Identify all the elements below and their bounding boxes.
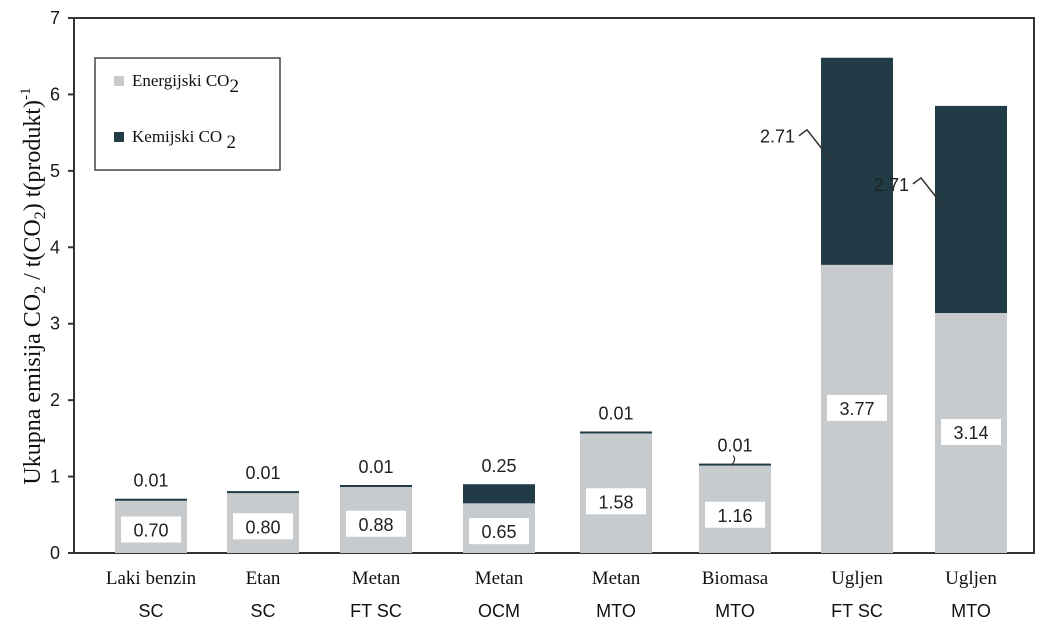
energy-value-label: 0.65 — [481, 522, 516, 542]
x-category-label-line2: FT SC — [350, 601, 402, 621]
bar-kemijski-5 — [699, 463, 771, 466]
callout-line — [912, 176, 944, 207]
x-category-label-line1: Ugljen — [945, 568, 997, 589]
y-tick-label: 5 — [50, 161, 60, 181]
y-tick-label: 4 — [50, 237, 60, 257]
x-axis: Laki benzin SC Etan SC Metan FT SC Metan OCM Met… — [106, 568, 997, 621]
y-tick-label: 2 — [50, 390, 60, 410]
x-category-label-line2: SC — [138, 601, 163, 621]
chemical-value-label: 2.71 — [874, 175, 909, 195]
bar-kemijski-2 — [340, 484, 412, 487]
chemical-value-label: 0.01 — [245, 463, 280, 483]
legend-box — [94, 57, 281, 171]
legend-swatch-1 — [114, 132, 124, 142]
energy-value-label: 0.80 — [245, 517, 280, 537]
y-tick-label: 7 — [50, 8, 60, 28]
callout-line — [730, 455, 736, 467]
plot-border — [73, 17, 1035, 554]
chemical-value-label: 0.01 — [598, 403, 633, 423]
energy-value-label: 1.16 — [717, 506, 752, 526]
bar-kemijski-3 — [463, 484, 535, 504]
bar-kemijski-0 — [115, 498, 187, 501]
y-tick-label: 1 — [50, 467, 60, 487]
bar-kemijski-1 — [227, 491, 299, 494]
energy-label-bg — [941, 419, 1001, 446]
bar-kemijski-6 — [821, 57, 893, 265]
chemical-value-label: 0.25 — [481, 456, 516, 476]
energy-label-bg — [586, 488, 646, 515]
y-tick-label: 6 — [50, 84, 60, 104]
legend-label-1: Kemijski CO 2 — [132, 127, 236, 153]
x-category-label-line2: MTO — [715, 601, 755, 621]
energy-label-bg — [705, 501, 765, 528]
energy-value-label: 1.58 — [598, 492, 633, 512]
legend: Energijski CO2 Kemijski CO 2 — [94, 57, 281, 171]
bar-kemijski-4 — [580, 431, 652, 434]
x-category-label-line1: Laki benzin — [106, 568, 197, 589]
x-category-label-line2: MTO — [596, 601, 636, 621]
energy-label-bg — [469, 518, 529, 545]
x-category-label-line1: Biomasa — [702, 568, 769, 589]
x-category-label-line1: Metan — [592, 568, 641, 589]
energy-label-bg — [233, 513, 293, 540]
chemical-value-label: 0.01 — [717, 436, 752, 456]
x-category-label-line2: FT SC — [831, 601, 883, 621]
x-category-label-line2: OCM — [478, 601, 520, 621]
y-tick-label: 0 — [50, 543, 60, 563]
callout-line — [798, 128, 830, 159]
x-category-label-line1: Etan — [246, 568, 281, 589]
x-category-label-line1: Metan — [352, 568, 401, 589]
chemical-value-label: 2.71 — [760, 127, 795, 147]
energy-label-bg — [121, 516, 181, 543]
x-category-label-line1: Ugljen — [831, 568, 883, 589]
energy-value-label: 0.88 — [358, 515, 393, 535]
legend-label-0: Energijski CO2 — [132, 71, 239, 97]
energy-value-label: 3.14 — [953, 423, 988, 443]
plot-frame — [73, 17, 1035, 554]
energy-label-bg — [346, 510, 406, 537]
bar-kemijski-7 — [935, 105, 1007, 314]
y-axis: 0 1 2 3 4 5 6 7 — [50, 8, 74, 563]
y-axis-title: Ukupna emisija CO2 / t(CO2) t(produkt)-1 — [18, 87, 49, 484]
energy-value-label: 3.77 — [839, 399, 874, 419]
y-tick-label: 3 — [50, 314, 60, 334]
chemical-value-label: 0.01 — [133, 471, 168, 491]
x-category-label-line2: SC — [250, 601, 275, 621]
energy-value-label: 0.70 — [133, 521, 168, 541]
y-axis-label: Ukupna emisija CO2 / t(CO2) t(produkt)-1 — [18, 87, 49, 484]
x-category-label-line2: MTO — [951, 601, 991, 621]
data-labels: 0.70 0.01 0.80 0.01 0.88 0.01 0.65 0.25 1.58 0.01… — [121, 127, 1001, 545]
legend-swatch-0 — [114, 76, 124, 86]
chemical-value-label: 0.01 — [358, 457, 393, 477]
energy-label-bg — [827, 394, 887, 421]
x-category-label-line1: Metan — [475, 568, 524, 589]
